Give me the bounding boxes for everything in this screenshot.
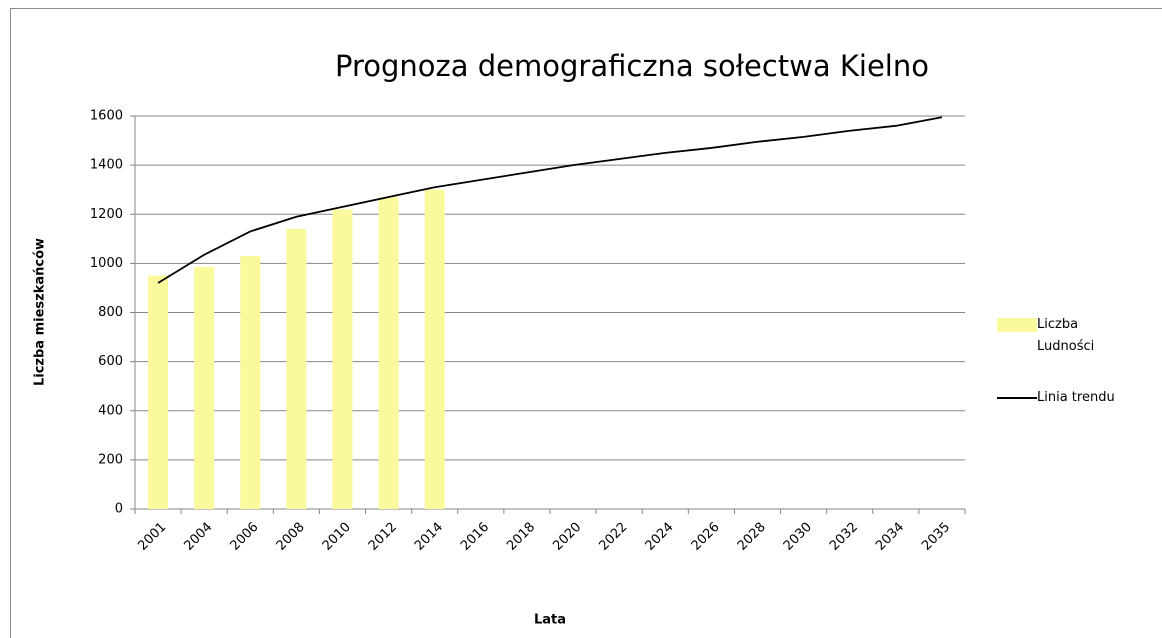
x-tick-label: 2022 bbox=[596, 520, 630, 554]
y-tick-label: 1200 bbox=[90, 207, 123, 222]
x-tick-label: 2008 bbox=[274, 520, 308, 554]
x-tick-label: 2010 bbox=[320, 520, 354, 554]
y-tick-label: 400 bbox=[98, 403, 123, 418]
x-tick-label: 2035 bbox=[919, 520, 953, 554]
x-tick-label: 2004 bbox=[181, 520, 215, 554]
chart-title: Prognoza demograficzna sołectwa Kielno bbox=[335, 49, 929, 83]
trend-line bbox=[157, 116, 943, 284]
legend-swatch bbox=[997, 318, 1037, 332]
bar bbox=[378, 197, 399, 509]
y-tick-label: 1600 bbox=[90, 109, 123, 124]
x-tick-label: 2026 bbox=[689, 520, 723, 554]
x-tick-label: 2034 bbox=[873, 520, 907, 554]
x-tick-label: 2024 bbox=[643, 520, 677, 554]
y-tick-label: 600 bbox=[98, 354, 123, 369]
legend-label: Linia trendu bbox=[1037, 390, 1115, 405]
x-tick-label: 2030 bbox=[781, 520, 815, 554]
x-tick-label: 2014 bbox=[412, 520, 446, 554]
chart-frame bbox=[10, 8, 1162, 638]
x-tick-label: 2032 bbox=[827, 520, 861, 554]
y-tick-label: 800 bbox=[98, 305, 123, 320]
bar bbox=[194, 267, 215, 509]
y-tick-label: 1400 bbox=[90, 158, 123, 173]
bar bbox=[286, 228, 307, 510]
bar bbox=[240, 256, 261, 509]
x-tick-label: 2001 bbox=[135, 520, 169, 554]
x-tick-label: 2018 bbox=[504, 520, 538, 554]
legend-label: Liczba Ludności bbox=[1037, 317, 1095, 354]
x-tick-label: 2016 bbox=[458, 520, 492, 554]
bar bbox=[332, 209, 353, 509]
bar bbox=[424, 189, 445, 509]
bar bbox=[148, 275, 169, 509]
x-tick-label: 2020 bbox=[550, 520, 584, 554]
y-axis-label: Liczba mieszkańców bbox=[33, 238, 48, 386]
x-tick-label: 2012 bbox=[366, 520, 400, 554]
y-tick-label: 1000 bbox=[90, 256, 123, 271]
x-tick-label: 2006 bbox=[228, 520, 262, 554]
x-tick-label: 2028 bbox=[735, 520, 769, 554]
y-tick-label: 200 bbox=[98, 452, 123, 467]
y-tick-label: 0 bbox=[115, 502, 123, 517]
x-axis-label: Lata bbox=[534, 613, 566, 628]
